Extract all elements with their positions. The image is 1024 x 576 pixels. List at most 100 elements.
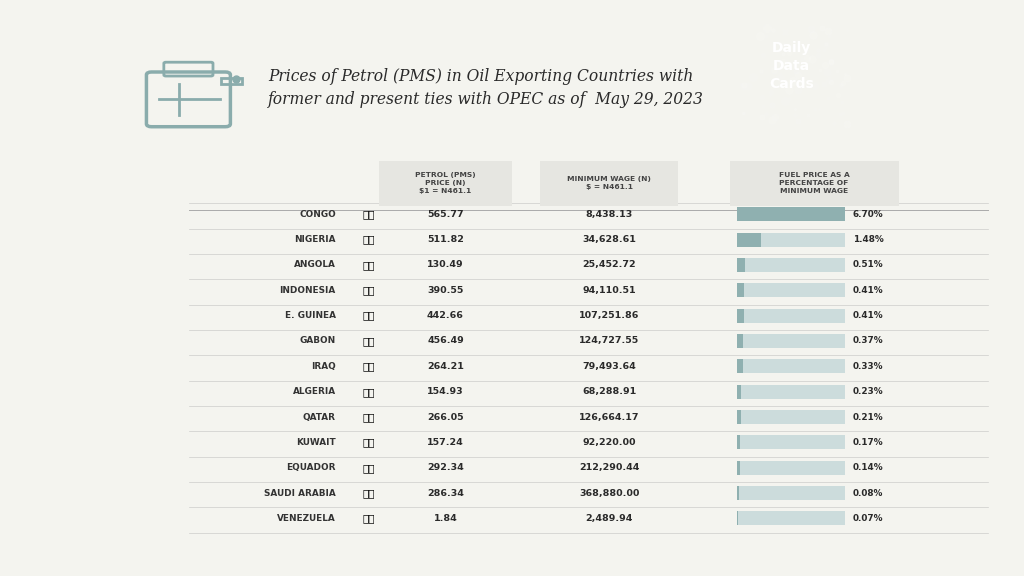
Text: 264.21: 264.21	[427, 362, 464, 371]
Text: 94,110.51: 94,110.51	[583, 286, 636, 295]
Text: 🇻🇪: 🇻🇪	[362, 513, 375, 524]
FancyBboxPatch shape	[729, 161, 899, 206]
FancyBboxPatch shape	[737, 410, 740, 424]
Text: 0.37%: 0.37%	[853, 336, 884, 346]
Text: VENEZUELA: VENEZUELA	[278, 514, 336, 523]
Text: INDONESIA: INDONESIA	[280, 286, 336, 295]
Text: 🇸🇦: 🇸🇦	[362, 488, 375, 498]
Text: former and present ties with OPEC as of  May 29, 2023: former and present ties with OPEC as of …	[268, 90, 705, 108]
Text: SAUDI ARABIA: SAUDI ARABIA	[264, 488, 336, 498]
Text: 0.17%: 0.17%	[853, 438, 884, 447]
Text: EQUADOR: EQUADOR	[287, 463, 336, 472]
Text: 2,489.94: 2,489.94	[586, 514, 633, 523]
Text: 0.51%: 0.51%	[853, 260, 884, 270]
FancyBboxPatch shape	[737, 359, 845, 373]
Text: QATAR: QATAR	[303, 412, 336, 422]
Text: 0.41%: 0.41%	[853, 286, 884, 295]
Text: 🇩🇿: 🇩🇿	[362, 386, 375, 397]
FancyBboxPatch shape	[737, 233, 845, 247]
FancyBboxPatch shape	[737, 233, 761, 247]
Text: 8,438.13: 8,438.13	[586, 210, 633, 219]
FancyBboxPatch shape	[737, 207, 845, 221]
Text: 🇬🇶: 🇬🇶	[362, 310, 375, 321]
Text: 0.08%: 0.08%	[853, 488, 884, 498]
Text: 🇦🇴: 🇦🇴	[362, 260, 375, 270]
FancyBboxPatch shape	[737, 486, 738, 500]
Text: 🇬🇦: 🇬🇦	[362, 336, 375, 346]
Text: 0.21%: 0.21%	[853, 412, 884, 422]
Text: 292.34: 292.34	[427, 463, 464, 472]
FancyBboxPatch shape	[737, 309, 845, 323]
FancyBboxPatch shape	[737, 486, 845, 500]
FancyBboxPatch shape	[737, 435, 845, 449]
Text: 0.07%: 0.07%	[853, 514, 884, 523]
FancyBboxPatch shape	[541, 161, 678, 206]
FancyBboxPatch shape	[737, 410, 845, 424]
Text: 34,628.61: 34,628.61	[583, 235, 636, 244]
Text: 🇨🇩: 🇨🇩	[362, 209, 375, 219]
Text: 🇰🇼: 🇰🇼	[362, 437, 375, 448]
Text: 456.49: 456.49	[427, 336, 464, 346]
Text: 565.77: 565.77	[427, 210, 464, 219]
FancyBboxPatch shape	[737, 461, 739, 475]
FancyBboxPatch shape	[737, 258, 845, 272]
Text: FUEL PRICE AS A
PERCENTAGE OF
MINIMUM WAGE: FUEL PRICE AS A PERCENTAGE OF MINIMUM WA…	[778, 172, 850, 195]
FancyBboxPatch shape	[737, 334, 845, 348]
Text: 🇪🇨: 🇪🇨	[362, 463, 375, 473]
Text: 0.41%: 0.41%	[853, 311, 884, 320]
Text: 1.48%: 1.48%	[853, 235, 884, 244]
FancyBboxPatch shape	[737, 385, 845, 399]
Text: MINIMUM WAGE (N)
$ = N461.1: MINIMUM WAGE (N) $ = N461.1	[567, 176, 651, 190]
FancyBboxPatch shape	[737, 283, 845, 297]
Text: ALGERIA: ALGERIA	[293, 387, 336, 396]
FancyBboxPatch shape	[737, 309, 743, 323]
Text: CONGO: CONGO	[299, 210, 336, 219]
Text: Daily
Data
Cards: Daily Data Cards	[769, 41, 814, 90]
FancyBboxPatch shape	[737, 511, 845, 525]
Text: 0.14%: 0.14%	[853, 463, 884, 472]
Text: KUWAIT: KUWAIT	[296, 438, 336, 447]
Text: 🇳🇬: 🇳🇬	[362, 234, 375, 245]
FancyBboxPatch shape	[737, 207, 845, 221]
FancyBboxPatch shape	[737, 359, 742, 373]
Text: ANGOLA: ANGOLA	[294, 260, 336, 270]
Text: PETROL (PMS)
PRICE (N)
$1 = N461.1: PETROL (PMS) PRICE (N) $1 = N461.1	[415, 172, 476, 195]
Text: 157.24: 157.24	[427, 438, 464, 447]
FancyBboxPatch shape	[737, 435, 740, 449]
FancyBboxPatch shape	[737, 461, 845, 475]
Text: 0.23%: 0.23%	[853, 387, 884, 396]
Text: 0.33%: 0.33%	[853, 362, 884, 371]
FancyBboxPatch shape	[737, 283, 743, 297]
Text: GABON: GABON	[300, 336, 336, 346]
Text: 107,251.86: 107,251.86	[580, 311, 639, 320]
Text: 1.84: 1.84	[433, 514, 458, 523]
Text: 68,288.91: 68,288.91	[583, 387, 636, 396]
FancyBboxPatch shape	[379, 161, 512, 206]
Text: 286.34: 286.34	[427, 488, 464, 498]
Text: 212,290.44: 212,290.44	[580, 463, 639, 472]
Text: 🇮🇶: 🇮🇶	[362, 361, 375, 372]
FancyBboxPatch shape	[737, 258, 745, 272]
FancyBboxPatch shape	[737, 334, 743, 348]
FancyBboxPatch shape	[737, 385, 741, 399]
Text: Prices of Petrol (PMS) in Oil Exporting Countries with: Prices of Petrol (PMS) in Oil Exporting …	[268, 67, 693, 85]
Text: IRAQ: IRAQ	[311, 362, 336, 371]
Text: 266.05: 266.05	[427, 412, 464, 422]
Text: 442.66: 442.66	[427, 311, 464, 320]
Text: 154.93: 154.93	[427, 387, 464, 396]
Text: 130.49: 130.49	[427, 260, 464, 270]
Text: 🇮🇩: 🇮🇩	[362, 285, 375, 295]
Text: E. GUINEA: E. GUINEA	[285, 311, 336, 320]
Text: 6.70%: 6.70%	[853, 210, 884, 219]
Text: 390.55: 390.55	[427, 286, 464, 295]
Text: 🇶🇦: 🇶🇦	[362, 412, 375, 422]
Text: 511.82: 511.82	[427, 235, 464, 244]
FancyBboxPatch shape	[737, 511, 738, 525]
Text: 92,220.00: 92,220.00	[583, 438, 636, 447]
Text: 79,493.64: 79,493.64	[583, 362, 636, 371]
Text: 126,664.17: 126,664.17	[579, 412, 640, 422]
Text: NIGERIA: NIGERIA	[294, 235, 336, 244]
Text: 124,727.55: 124,727.55	[580, 336, 639, 346]
Text: 368,880.00: 368,880.00	[580, 488, 639, 498]
Text: 25,452.72: 25,452.72	[583, 260, 636, 270]
